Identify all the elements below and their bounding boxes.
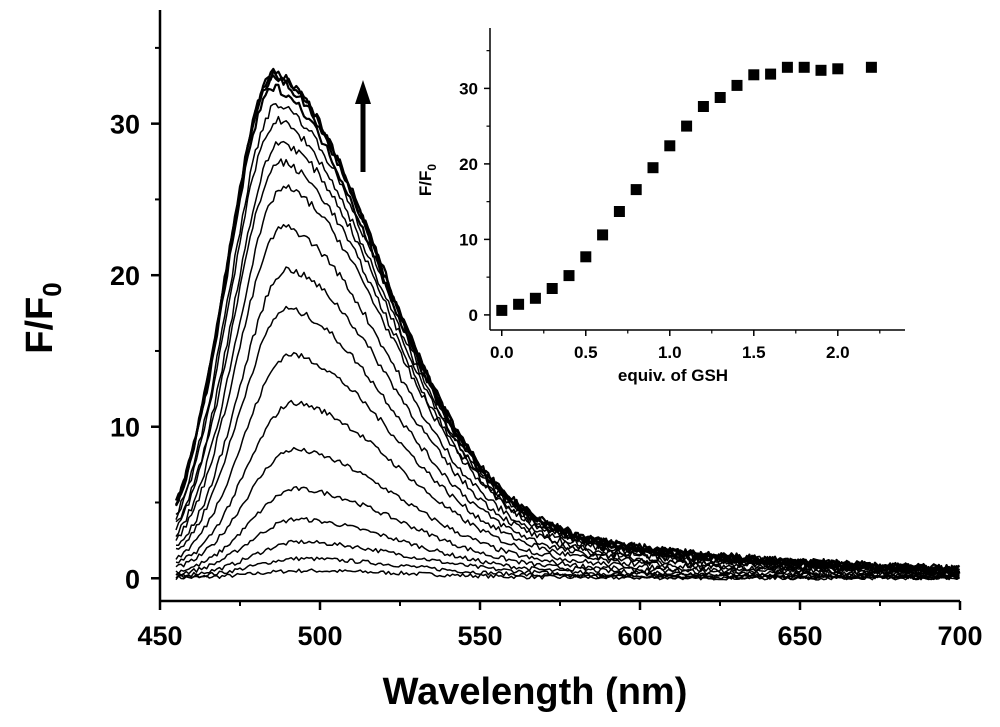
inset-data-point bbox=[781, 61, 793, 73]
spectrum-line-4 bbox=[175, 517, 960, 580]
inset-y-label-main: F/F bbox=[416, 171, 435, 197]
inset-x-tick-label: 1.5 bbox=[742, 343, 766, 362]
inset-data-point bbox=[714, 92, 726, 103]
spectra-lines bbox=[174, 67, 961, 581]
inset-x-ticks: 0.0 0.5 1.0 1.5 2.0 bbox=[490, 330, 881, 362]
inset-data-point bbox=[748, 69, 760, 81]
inset-data-point bbox=[563, 270, 575, 282]
main-y-axis-label: F/F0 bbox=[19, 282, 67, 353]
main-y-tick-label: 10 bbox=[110, 413, 140, 443]
inset-data-point bbox=[496, 304, 508, 316]
main-y-label-main: F/F bbox=[19, 297, 61, 354]
main-x-axis-label: Wavelength (nm) bbox=[383, 671, 688, 713]
main-chart: 450 500 550 600 650 700 0 10 20 30 Wavelength (n… bbox=[19, 10, 983, 713]
inset-y-label-subscript: 0 bbox=[425, 164, 439, 171]
inset-data-point bbox=[630, 184, 642, 196]
inset-x-tick-label: 0.0 bbox=[490, 343, 514, 362]
inset-data-point bbox=[697, 101, 709, 112]
spectrum-line-16 bbox=[175, 103, 961, 574]
spectrum-line-7 bbox=[175, 399, 960, 579]
inset-data-point bbox=[664, 140, 676, 152]
inset-data-point bbox=[731, 79, 743, 91]
main-x-tick-label: 450 bbox=[137, 621, 182, 651]
inset-data-point bbox=[815, 64, 827, 76]
inset-data-point bbox=[647, 162, 659, 174]
spectrum-line-12 bbox=[175, 184, 961, 575]
inset-x-tick-label: 1.0 bbox=[658, 343, 682, 362]
spectrum-line-9 bbox=[175, 305, 960, 577]
inset-data-point bbox=[798, 61, 810, 73]
spectrum-line-18 bbox=[175, 74, 961, 574]
main-y-tick-label: 20 bbox=[110, 261, 140, 291]
inset-x-tick-label: 0.5 bbox=[574, 343, 598, 362]
spectrum-line-13 bbox=[175, 158, 961, 575]
main-x-tick-label: 600 bbox=[617, 621, 662, 651]
inset-x-axis-label: equiv. of GSH bbox=[618, 366, 728, 385]
spectrum-line-8 bbox=[175, 351, 960, 578]
inset-data-point bbox=[513, 298, 525, 310]
main-x-ticks: 450 500 550 600 650 700 bbox=[137, 601, 983, 651]
main-x-tick-label: 500 bbox=[297, 621, 342, 651]
inset-data-point bbox=[613, 206, 625, 217]
spectrum-line-20 bbox=[174, 67, 961, 574]
spectrum-line-17 bbox=[174, 83, 960, 575]
inset-data-point bbox=[546, 283, 558, 294]
inset-data-point bbox=[597, 229, 609, 241]
inset-y-tick-label: 0 bbox=[469, 306, 478, 325]
inset-data-point bbox=[580, 251, 592, 263]
inset-data-point bbox=[529, 292, 541, 304]
main-y-tick-label: 0 bbox=[125, 564, 140, 594]
main-x-tick-label: 550 bbox=[457, 621, 502, 651]
main-y-label-subscript: 0 bbox=[37, 282, 67, 296]
main-y-tick-label: 30 bbox=[110, 110, 140, 140]
inset-chart: 0.0 0.5 1.0 1.5 2.0 0 10 20 30 equiv. of GSH F/… bbox=[416, 28, 905, 385]
inset-data-point bbox=[832, 63, 844, 75]
arrow-head bbox=[355, 80, 371, 104]
inset-y-tick-label: 30 bbox=[459, 79, 478, 98]
main-y-ticks: 0 10 20 30 bbox=[110, 46, 160, 594]
inset-y-axis-label: F/F0 bbox=[416, 164, 439, 197]
inset-data-point bbox=[765, 68, 777, 80]
spectrum-line-6 bbox=[175, 446, 960, 579]
inset-data-points bbox=[496, 61, 877, 316]
main-x-tick-label: 700 bbox=[937, 621, 982, 651]
inset-data-point bbox=[681, 120, 693, 132]
inset-y-tick-label: 10 bbox=[459, 230, 478, 249]
inset-data-point bbox=[865, 61, 877, 73]
inset-x-tick-label: 2.0 bbox=[826, 343, 850, 362]
main-x-tick-label: 650 bbox=[777, 621, 822, 651]
inset-y-ticks: 0 10 20 30 bbox=[459, 50, 490, 325]
inset-y-tick-label: 20 bbox=[459, 155, 478, 174]
main-axes bbox=[158, 10, 960, 603]
increase-arrow bbox=[355, 80, 371, 172]
